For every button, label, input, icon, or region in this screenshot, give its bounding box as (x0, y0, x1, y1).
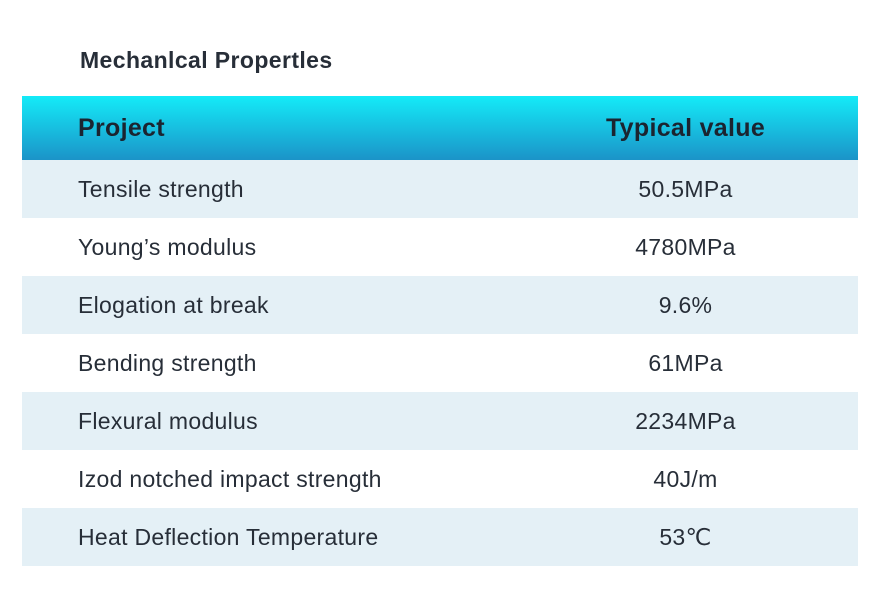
property-value: 53℃ (659, 523, 712, 550)
table-row: Tensile strength 50.5MPa (22, 160, 858, 218)
property-label: Heat Deflection Temperature (78, 523, 379, 550)
column-header-project: Project (78, 113, 165, 142)
column-header-typical-value: Typical value (605, 113, 766, 142)
table-row: Elogation at break 9.6% (22, 276, 858, 334)
property-label: Flexural modulus (78, 407, 258, 434)
table-row: Flexural modulus 2234MPa (22, 392, 858, 450)
property-value: 50.5MPa (638, 175, 733, 202)
table-row: Bending strength 61MPa (22, 334, 858, 392)
property-label: Young’s modulus (78, 233, 257, 260)
table-row: Izod notched impact strength 40J/m (22, 450, 858, 508)
property-label: Elogation at break (78, 291, 269, 318)
property-value: 9.6% (658, 291, 713, 318)
property-label: Tensile strength (78, 175, 244, 202)
table-header-row: Project Typical value (22, 96, 858, 160)
mechanical-properties-table: Project Typical value Tensile strength 5… (22, 96, 858, 566)
property-label: Izod notched impact strength (78, 465, 382, 492)
property-value: 4780MPa (635, 233, 736, 260)
property-value: 40J/m (653, 465, 718, 492)
property-value: 2234MPa (635, 407, 736, 434)
property-label: Bending strength (78, 349, 257, 376)
table-row: Young’s modulus 4780MPa (22, 218, 858, 276)
table-row: Heat Deflection Temperature 53℃ (22, 508, 858, 566)
page-title: Mechanlcal Propertles (80, 47, 333, 73)
property-value: 61MPa (648, 349, 723, 376)
table-body: Tensile strength 50.5MPa Young’s modulus… (22, 160, 858, 566)
